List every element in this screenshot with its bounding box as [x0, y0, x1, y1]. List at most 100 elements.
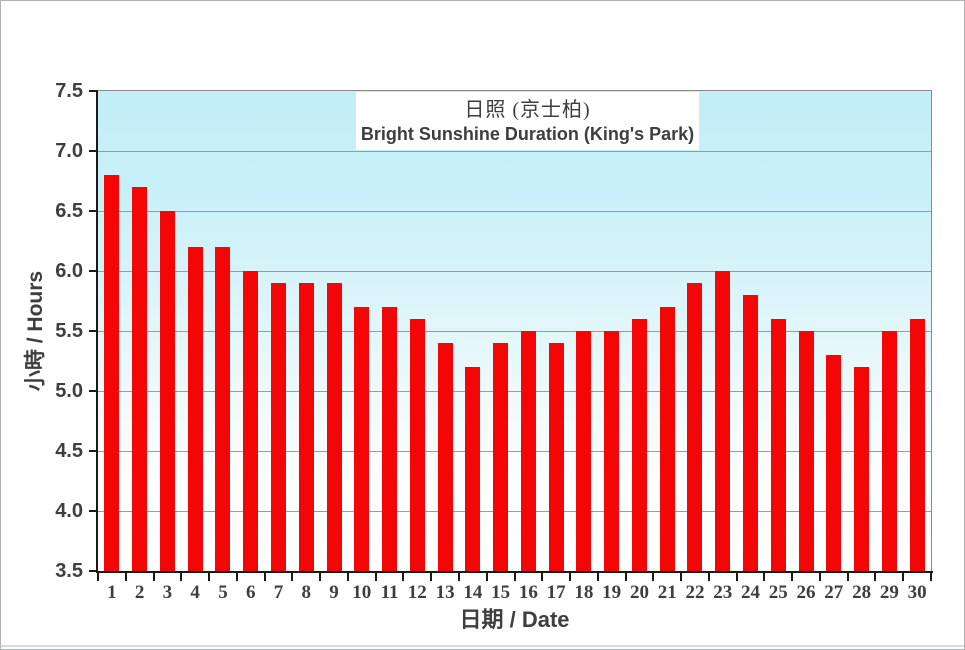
bar: [631, 319, 647, 571]
bar: [770, 319, 786, 571]
x-tick: [624, 573, 627, 581]
y-tick-label: 4.0: [55, 500, 83, 522]
y-axis-title: 小時 / Hours: [24, 270, 47, 392]
y-tick: [89, 570, 97, 572]
x-axis-title: 日期 / Date: [459, 607, 570, 632]
bar: [354, 307, 370, 571]
x-tick: [97, 573, 99, 581]
x-tick: [263, 573, 266, 581]
x-tick: [457, 573, 460, 581]
x-tick-label: 14: [463, 582, 483, 603]
bar: [659, 307, 675, 571]
y-tick: [89, 390, 97, 392]
y-tick: [89, 150, 97, 152]
x-tick-label: 15: [491, 582, 511, 603]
bar: [382, 307, 398, 571]
gridline: [98, 211, 931, 212]
x-tick-label: 26: [796, 582, 816, 603]
bar: [826, 355, 842, 571]
y-tick: [89, 270, 97, 272]
plot-right-border: [931, 90, 932, 572]
y-tick-label: 6.5: [55, 200, 83, 222]
bar: [715, 271, 731, 571]
bar: [409, 319, 425, 571]
x-tick-label: 24: [741, 582, 760, 603]
x-tick: [319, 573, 322, 581]
bar: [187, 247, 203, 571]
bar: [465, 367, 481, 571]
x-tick: [902, 573, 905, 581]
y-tick-label: 3.5: [55, 560, 83, 582]
x-tick-label: 19: [602, 582, 622, 603]
y-tick-label: 5.0: [55, 380, 83, 402]
x-axis-line: [96, 571, 933, 573]
x-tick-label: 5: [218, 582, 228, 603]
x-tick: [430, 573, 433, 581]
bar: [854, 367, 870, 571]
x-tick: [374, 573, 377, 581]
x-tick-label: 1: [107, 582, 117, 603]
gridline: [98, 511, 931, 512]
bar: [576, 331, 592, 571]
x-tick: [402, 573, 405, 581]
x-tick-label: 6: [245, 582, 256, 603]
gridline: [98, 271, 931, 272]
x-tick: [846, 573, 849, 581]
x-tick: [208, 573, 211, 581]
gridline: [98, 151, 931, 152]
bar: [243, 271, 259, 571]
x-tick-label: 4: [190, 582, 200, 603]
bar: [881, 331, 897, 571]
bar: [909, 319, 925, 571]
x-tick-label: 23: [713, 582, 733, 603]
bar: [520, 331, 536, 571]
x-tick-label: 28: [852, 582, 872, 603]
bottom-divider: [1, 645, 964, 647]
x-tick-label: 22: [685, 582, 705, 603]
x-tick: [707, 573, 710, 581]
chart-title-english: Bright Sunshine Duration (King's Park): [360, 123, 695, 144]
x-tick-label: 7: [273, 582, 284, 603]
x-tick-label: 13: [435, 582, 455, 603]
x-tick-label: 27: [824, 582, 844, 603]
y-tick-label: 6.0: [55, 260, 83, 282]
bar: [270, 283, 286, 571]
bar: [298, 283, 314, 571]
y-tick: [89, 210, 97, 212]
x-tick-label: 25: [768, 582, 788, 603]
x-tick-label: 3: [162, 582, 173, 603]
x-tick: [596, 573, 599, 581]
x-tick: [930, 573, 932, 581]
x-tick-label: 10: [352, 582, 372, 603]
bar: [687, 283, 703, 571]
y-tick: [89, 90, 97, 92]
x-tick: [485, 573, 488, 581]
y-axis-line: [96, 90, 98, 573]
x-tick: [652, 573, 655, 581]
y-tick-label: 7.5: [55, 80, 83, 102]
gridline: [98, 331, 931, 332]
y-tick-label: 7.0: [55, 140, 83, 162]
bar: [743, 295, 759, 571]
bar: [215, 247, 231, 571]
bar: [437, 343, 453, 571]
x-tick-label: 11: [380, 582, 399, 603]
x-tick-label: 12: [407, 582, 427, 603]
x-tick: [874, 573, 877, 581]
bar: [493, 343, 509, 571]
x-tick-label: 2: [134, 582, 145, 603]
chart-title-chinese: 日照 (京士柏): [464, 98, 591, 121]
bar: [548, 343, 564, 571]
x-tick-label: 18: [574, 582, 594, 603]
y-tick: [89, 330, 97, 332]
chart-title-box: 日照 (京士柏) Bright Sunshine Duration (King'…: [356, 92, 699, 150]
x-tick: [291, 573, 294, 581]
bar: [326, 283, 342, 571]
plot-top-border: [97, 90, 932, 91]
x-tick: [124, 573, 127, 581]
x-tick: [152, 573, 155, 581]
bar: [159, 211, 175, 571]
x-tick-label: 21: [657, 582, 677, 603]
x-tick: [346, 573, 349, 581]
x-tick-label: 29: [879, 582, 899, 603]
